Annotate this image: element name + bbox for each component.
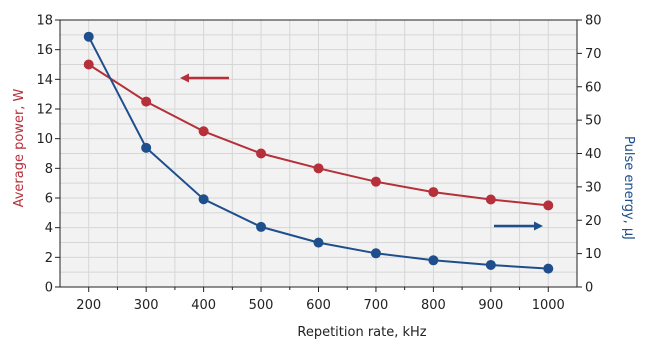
y-left-tick-label: 18 bbox=[36, 14, 53, 29]
series-point bbox=[256, 221, 267, 232]
series-point bbox=[370, 248, 381, 259]
y-right-tick-label: 10 bbox=[585, 247, 602, 262]
y-right-tick-label: 70 bbox=[585, 47, 602, 62]
y-right-tick-label: 40 bbox=[585, 147, 602, 162]
y-axis-title-right: Pulse energy, μJ bbox=[621, 136, 636, 240]
annotation-layer bbox=[180, 73, 543, 231]
x-tick-label: 500 bbox=[249, 298, 274, 313]
y-right-tick-label: 30 bbox=[585, 180, 602, 195]
x-tick-label: 1000 bbox=[532, 298, 565, 313]
series-point bbox=[198, 194, 209, 205]
series-point bbox=[428, 255, 439, 266]
y-left-tick-label: 16 bbox=[36, 43, 53, 58]
series-point bbox=[141, 96, 152, 107]
y-left-tick-label: 2 bbox=[45, 251, 53, 266]
y-right-tick-label: 0 bbox=[585, 281, 593, 296]
series-point bbox=[256, 148, 267, 159]
y-left-tick-label: 12 bbox=[36, 103, 53, 118]
y-axis-title-left: Average power, W bbox=[12, 88, 27, 207]
y-right-tick-label: 20 bbox=[585, 214, 602, 229]
arrow-head bbox=[534, 221, 543, 231]
x-tick-label: 300 bbox=[134, 298, 159, 313]
y-left-tick-label: 10 bbox=[36, 132, 53, 147]
y-right-tick-label: 80 bbox=[585, 14, 602, 29]
y-left-tick-label: 4 bbox=[45, 221, 53, 236]
x-tick-label: 800 bbox=[421, 298, 446, 313]
series-point bbox=[543, 263, 554, 274]
y-right-tick-label: 50 bbox=[585, 114, 602, 129]
series-0 bbox=[83, 59, 554, 211]
x-axis-title: Repetition rate, kHz bbox=[297, 325, 426, 340]
series-point bbox=[543, 200, 554, 211]
series-point bbox=[485, 194, 496, 205]
arrow-annotation bbox=[494, 221, 543, 231]
series-point bbox=[428, 187, 439, 198]
series-point bbox=[313, 163, 324, 174]
series-1 bbox=[83, 31, 554, 274]
y-right-tick-label: 60 bbox=[585, 80, 602, 95]
x-tick-label: 700 bbox=[364, 298, 389, 313]
y-left-tick-label: 0 bbox=[45, 281, 53, 296]
series-point bbox=[313, 237, 324, 248]
series-point bbox=[370, 176, 381, 187]
x-tick-label: 200 bbox=[76, 298, 101, 313]
series-layer bbox=[83, 31, 554, 274]
series-point bbox=[83, 31, 94, 42]
arrow-head bbox=[180, 73, 189, 83]
x-tick-label: 600 bbox=[306, 298, 331, 313]
x-tick-label: 400 bbox=[191, 298, 216, 313]
series-point bbox=[141, 142, 152, 153]
y-left-tick-label: 8 bbox=[45, 162, 53, 177]
y-left-tick-label: 6 bbox=[45, 192, 53, 207]
x-tick-label: 900 bbox=[478, 298, 503, 313]
series-point bbox=[83, 59, 94, 70]
axes: 200 300 400 500 600 700 800 900 1000024681012141… bbox=[36, 14, 601, 314]
arrow-annotation bbox=[180, 73, 229, 83]
series-point bbox=[198, 126, 209, 137]
y-left-tick-label: 14 bbox=[36, 73, 53, 88]
series-point bbox=[485, 259, 496, 270]
